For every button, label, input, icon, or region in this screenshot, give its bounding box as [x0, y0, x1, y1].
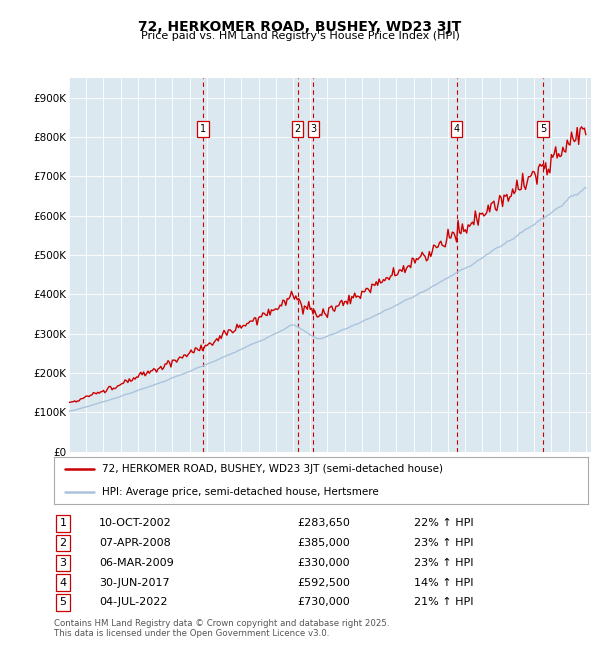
Text: HPI: Average price, semi-detached house, Hertsmere: HPI: Average price, semi-detached house,…	[102, 487, 379, 497]
Text: 1: 1	[200, 124, 206, 134]
Text: 06-MAR-2009: 06-MAR-2009	[99, 558, 174, 568]
Text: 72, HERKOMER ROAD, BUSHEY, WD23 3JT: 72, HERKOMER ROAD, BUSHEY, WD23 3JT	[139, 20, 461, 34]
Text: 2: 2	[59, 538, 67, 548]
Text: 2: 2	[295, 124, 301, 134]
Text: 23% ↑ HPI: 23% ↑ HPI	[414, 538, 473, 548]
Text: 5: 5	[59, 597, 67, 607]
Text: Contains HM Land Registry data © Crown copyright and database right 2025.: Contains HM Land Registry data © Crown c…	[54, 619, 389, 628]
Text: 23% ↑ HPI: 23% ↑ HPI	[414, 558, 473, 568]
Text: £330,000: £330,000	[297, 558, 350, 568]
Text: 30-JUN-2017: 30-JUN-2017	[99, 578, 170, 588]
Text: 3: 3	[59, 558, 67, 568]
Text: Price paid vs. HM Land Registry's House Price Index (HPI): Price paid vs. HM Land Registry's House …	[140, 31, 460, 41]
Text: 07-APR-2008: 07-APR-2008	[99, 538, 171, 548]
Text: 3: 3	[310, 124, 316, 134]
Text: 14% ↑ HPI: 14% ↑ HPI	[414, 578, 473, 588]
Text: 72, HERKOMER ROAD, BUSHEY, WD23 3JT (semi-detached house): 72, HERKOMER ROAD, BUSHEY, WD23 3JT (sem…	[102, 464, 443, 474]
Text: 4: 4	[59, 578, 67, 588]
Text: 10-OCT-2002: 10-OCT-2002	[99, 519, 172, 528]
Text: 22% ↑ HPI: 22% ↑ HPI	[414, 519, 473, 528]
Text: 5: 5	[540, 124, 546, 134]
Text: 21% ↑ HPI: 21% ↑ HPI	[414, 597, 473, 607]
Text: £730,000: £730,000	[297, 597, 350, 607]
Text: This data is licensed under the Open Government Licence v3.0.: This data is licensed under the Open Gov…	[54, 629, 329, 638]
Text: 1: 1	[59, 519, 67, 528]
Text: £385,000: £385,000	[297, 538, 350, 548]
Text: 4: 4	[454, 124, 460, 134]
Text: £283,650: £283,650	[297, 519, 350, 528]
Text: £592,500: £592,500	[297, 578, 350, 588]
Text: 04-JUL-2022: 04-JUL-2022	[99, 597, 167, 607]
